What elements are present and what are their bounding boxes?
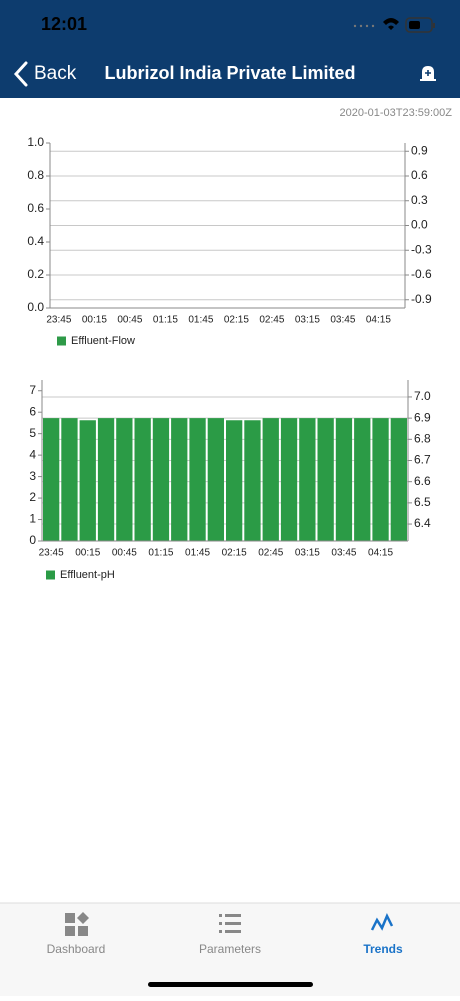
- y2-tick-label: -0.9: [411, 292, 432, 306]
- y-tick-label: 6: [29, 404, 36, 418]
- y-tick-label: 4: [29, 447, 36, 461]
- y2-tick-label: 6.5: [414, 495, 431, 509]
- tab-bar: [0, 903, 460, 996]
- bar: [61, 418, 78, 541]
- bar: [97, 418, 115, 541]
- x-tick-label: 23:45: [39, 548, 64, 559]
- bar: [152, 418, 170, 541]
- bar: [335, 418, 353, 541]
- x-tick-label: 01:45: [185, 548, 210, 559]
- y2-tick-label: 7.0: [414, 389, 431, 403]
- alarm-icon[interactable]: [420, 66, 436, 81]
- y-tick-label: 1.0: [27, 135, 44, 149]
- x-tick-label: 00:45: [117, 315, 142, 326]
- x-tick-label: 00:15: [82, 315, 107, 326]
- y2-tick-label: 0.9: [411, 143, 428, 157]
- x-tick-label: 00:15: [75, 548, 100, 559]
- y2-tick-label: 6.7: [414, 453, 431, 467]
- back-arrow[interactable]: [13, 61, 28, 87]
- header-bar: [0, 0, 460, 98]
- x-tick-label: 01:15: [153, 315, 178, 326]
- x-tick-label: 03:15: [295, 315, 320, 326]
- x-tick-label: 03:15: [295, 548, 320, 559]
- y2-tick-label: 6.6: [414, 474, 431, 488]
- x-tick-label: 02:15: [224, 315, 249, 326]
- bar: [189, 418, 206, 541]
- bar: [79, 420, 96, 541]
- bar: [226, 420, 243, 541]
- y2-tick-label: -0.3: [411, 242, 432, 256]
- y-tick-label: 0.0: [27, 300, 44, 314]
- bar: [244, 420, 261, 541]
- y-tick-label: 3: [29, 469, 36, 483]
- y-tick-label: 0.8: [27, 168, 44, 182]
- y-tick-label: 5: [29, 426, 36, 440]
- bar: [372, 418, 389, 541]
- bar: [354, 418, 371, 541]
- y2-tick-label: 0.0: [411, 218, 428, 232]
- tab-label[interactable]: Trends: [363, 942, 403, 956]
- bar: [390, 418, 407, 541]
- y-tick-label: 2: [29, 490, 36, 504]
- x-tick-label: 02:15: [222, 548, 247, 559]
- bar: [299, 418, 316, 541]
- tab-label[interactable]: Parameters: [199, 942, 261, 956]
- tab-label[interactable]: Dashboard: [47, 942, 106, 956]
- y-tick-label: 7: [29, 383, 36, 397]
- legend-swatch: [46, 570, 55, 580]
- home-indicator: [148, 982, 313, 987]
- x-tick-label: 03:45: [331, 548, 356, 559]
- bar: [43, 418, 60, 541]
- back-button[interactable]: Back: [34, 63, 77, 84]
- bar: [134, 418, 151, 541]
- status-time: 12:01: [41, 14, 87, 34]
- y2-tick-label: -0.6: [411, 267, 432, 281]
- x-tick-label: 04:15: [366, 315, 391, 326]
- x-tick-label: 02:45: [259, 315, 284, 326]
- y-tick-label: 0.6: [27, 201, 44, 215]
- timestamp: 2020-01-03T23:59:00Z: [339, 107, 452, 119]
- y-tick-label: 0.4: [27, 234, 44, 248]
- bar: [262, 418, 279, 541]
- parameters-icon[interactable]: [219, 914, 241, 933]
- dashboard-icon[interactable]: [65, 912, 89, 936]
- y2-tick-label: 6.9: [414, 410, 431, 424]
- y2-tick-label: 6.8: [414, 431, 431, 445]
- y2-tick-label: 0.3: [411, 193, 428, 207]
- y-tick-label: 1: [29, 512, 36, 526]
- x-tick-label: 00:45: [112, 548, 137, 559]
- y2-tick-label: 0.6: [411, 168, 428, 182]
- bar: [207, 418, 224, 541]
- x-tick-label: 23:45: [46, 315, 71, 326]
- y2-tick-label: 6.4: [414, 516, 431, 530]
- bar: [280, 418, 298, 541]
- x-tick-label: 04:15: [368, 548, 393, 559]
- x-tick-label: 01:45: [188, 315, 213, 326]
- status-icons: [353, 17, 435, 33]
- trends-icon[interactable]: [370, 912, 394, 931]
- legend-label: Effluent-Flow: [71, 335, 135, 347]
- x-tick-label: 02:45: [258, 548, 283, 559]
- legend-label: Effluent-pH: [60, 569, 115, 581]
- bar: [171, 418, 188, 541]
- legend-swatch: [57, 336, 66, 346]
- header-title: Lubrizol India Private Limited: [104, 63, 355, 83]
- bar: [116, 418, 133, 541]
- x-tick-label: 01:15: [148, 548, 173, 559]
- y-tick-label: 0: [29, 533, 36, 547]
- y-tick-label: 0.2: [27, 267, 44, 281]
- x-tick-label: 03:45: [330, 315, 355, 326]
- bar: [317, 418, 334, 541]
